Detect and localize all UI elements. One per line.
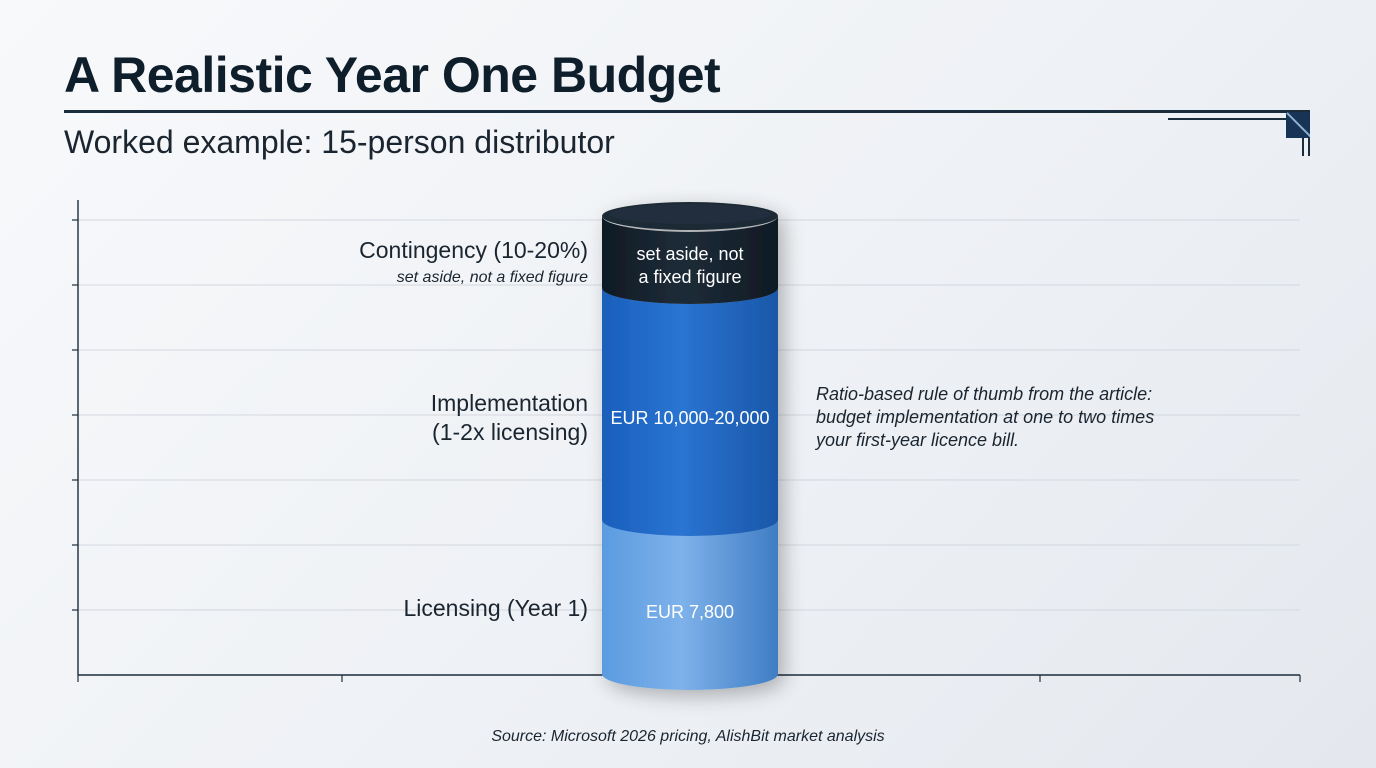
chart-subtitle: Worked example: 15-person distributor <box>64 124 615 160</box>
category-label-implementation: Implementation <box>431 390 588 416</box>
segment-value-label-implementation: EUR 10,000-20,000 <box>610 408 769 428</box>
category-sublabel-contingency: set aside, not a fixed figure <box>397 269 588 286</box>
category-label-implementation: (1-2x licensing) <box>432 419 588 445</box>
bar-segment-licensing <box>602 520 778 690</box>
annotation-text: budget implementation at one to two time… <box>816 407 1154 427</box>
stacked-cylinder <box>602 202 778 690</box>
corner-decoration-square <box>1286 112 1310 138</box>
category-label-contingency: Contingency (10-20%) <box>359 237 588 263</box>
bar-segment-implementation <box>602 288 778 536</box>
annotation-text: your first-year licence bill. <box>814 430 1019 450</box>
cylinder-top-highlight <box>610 204 770 224</box>
segment-value-label-licensing: EUR 7,800 <box>646 602 734 622</box>
segment-value-label-contingency: a fixed figure <box>638 267 741 287</box>
annotation-text: Ratio-based rule of thumb from the artic… <box>816 384 1152 404</box>
corner-decoration-tick <box>1302 138 1304 156</box>
title-divider <box>64 110 1310 113</box>
corner-decoration-tick <box>1308 138 1310 156</box>
bar-segment-contingency <box>602 216 778 304</box>
gridlines <box>78 219 1300 611</box>
corner-decoration-line <box>1168 118 1298 120</box>
category-label-licensing: Licensing (Year 1) <box>403 595 588 621</box>
segment-value-label-contingency: set aside, not <box>636 244 743 264</box>
chart-title: A Realistic Year One Budget <box>64 47 721 103</box>
source-note: Source: Microsoft 2026 pricing, AlishBit… <box>491 728 885 745</box>
